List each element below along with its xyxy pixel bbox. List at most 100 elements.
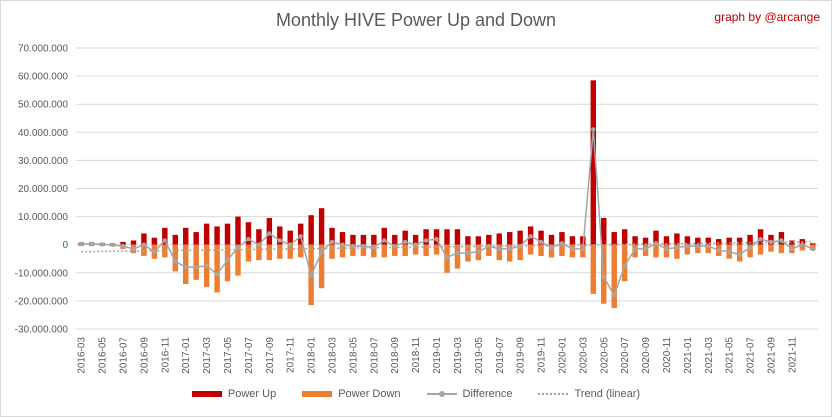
difference-point — [716, 248, 721, 253]
bar-power-up — [569, 236, 576, 245]
bar-power-up — [130, 240, 137, 245]
bar-power-up — [141, 233, 147, 245]
bar-power-down — [621, 244, 628, 282]
x-tick-label: 2021-01 — [683, 337, 694, 374]
bar-power-up — [538, 230, 544, 245]
bar-power-down — [757, 244, 764, 255]
bar-power-up — [444, 229, 450, 245]
y-tick-label: 20.000.000 — [18, 184, 68, 195]
difference-point — [89, 241, 94, 247]
difference-point — [538, 239, 544, 245]
difference-point — [131, 246, 136, 252]
bar-power-up — [256, 229, 262, 245]
difference-point — [423, 238, 429, 243]
difference-point — [685, 243, 690, 249]
legend-item-trend: Trend (linear) — [538, 388, 640, 400]
difference-point — [737, 252, 742, 257]
bar-power-up — [392, 234, 398, 245]
bar-power-up — [621, 229, 628, 245]
bar-power-down — [768, 244, 774, 252]
bar-power-up — [308, 215, 314, 245]
bar-power-up — [506, 232, 513, 245]
difference-point — [246, 236, 251, 242]
trend-linear-line — [81, 241, 813, 253]
legend-swatch-power-up — [191, 391, 222, 397]
bar-power-down — [454, 244, 461, 269]
bar-power-down — [423, 244, 429, 256]
bar-power-down — [695, 244, 701, 254]
difference-point — [455, 250, 460, 256]
difference-point — [256, 242, 262, 247]
bar-power-down — [402, 244, 408, 256]
x-tick-label: 2020-07 — [620, 337, 631, 374]
bar-power-up — [235, 216, 241, 245]
difference-point — [173, 259, 178, 264]
y-tick-label: 60.000.000 — [18, 72, 68, 83]
bar-power-down — [747, 244, 753, 258]
x-tick-label: 2017-11 — [286, 337, 297, 373]
x-tick-label: 2018-07 — [369, 337, 380, 374]
bar-power-up — [486, 234, 492, 245]
x-tick-label: 2019-05 — [474, 337, 485, 374]
x-tick-label: 2018-09 — [390, 337, 401, 374]
x-tick-label: 2016-03 — [77, 337, 88, 374]
bar-power-up — [716, 239, 722, 245]
bar-power-up — [245, 222, 252, 245]
bar-power-up — [183, 227, 189, 245]
difference-point — [643, 246, 648, 252]
difference-point — [695, 243, 701, 249]
bar-power-up — [371, 234, 377, 245]
difference-point — [549, 245, 554, 250]
bar-power-up — [339, 232, 346, 245]
difference-point — [789, 246, 795, 252]
difference-point — [706, 243, 711, 249]
x-tick-label: 2019-07 — [495, 337, 506, 374]
bar-power-down — [162, 244, 168, 258]
difference-point — [800, 242, 805, 247]
x-axis-ticks: 2016-03 2016-05 2016-07 2016-09 2016-11 2017-… — [77, 337, 799, 374]
bar-power-down — [172, 244, 178, 272]
bar-power-up — [465, 236, 471, 245]
difference-point — [559, 241, 565, 246]
bar-power-down — [486, 244, 492, 256]
bar-power-up — [162, 227, 168, 245]
bar-power-down — [318, 244, 325, 289]
bar-power-up — [663, 236, 670, 245]
difference-point — [507, 246, 512, 252]
difference-point — [288, 242, 293, 247]
difference-point — [183, 264, 188, 270]
x-tick-label: 2019-11 — [537, 337, 548, 373]
difference-point — [392, 243, 397, 249]
bar-power-down — [674, 244, 680, 259]
difference-point — [653, 241, 659, 246]
y-tick-label: -30.000.000 — [15, 325, 69, 336]
x-tick-label: 2019-01 — [432, 337, 443, 374]
bar-power-down — [778, 244, 785, 254]
bar-power-down — [705, 244, 711, 254]
gridlines — [76, 47, 818, 330]
legend-swatch-trend — [538, 393, 569, 395]
difference-point — [601, 274, 606, 280]
x-tick-label: 2017-01 — [181, 337, 192, 374]
bar-power-up — [632, 236, 638, 245]
difference-point — [120, 243, 126, 249]
x-tick-label: 2021-03 — [704, 337, 715, 374]
bar-power-down — [245, 244, 252, 262]
bar-power-down — [381, 244, 388, 258]
difference-point — [110, 242, 115, 248]
bar-power-up — [287, 230, 293, 245]
y-tick-label: 50.000.000 — [18, 100, 68, 111]
bar-power-up — [203, 223, 210, 245]
bar-power-down — [496, 244, 502, 261]
x-tick-label: 2021-07 — [746, 337, 757, 374]
difference-point — [810, 246, 815, 252]
difference-point — [319, 249, 324, 254]
bar-power-down — [548, 244, 555, 258]
x-tick-label: 2018-01 — [307, 337, 318, 374]
bar-power-up — [402, 230, 408, 245]
x-tick-label: 2016-09 — [139, 337, 150, 374]
difference-point — [329, 239, 335, 245]
bar-power-up — [611, 232, 617, 245]
bar-power-up — [653, 230, 659, 245]
